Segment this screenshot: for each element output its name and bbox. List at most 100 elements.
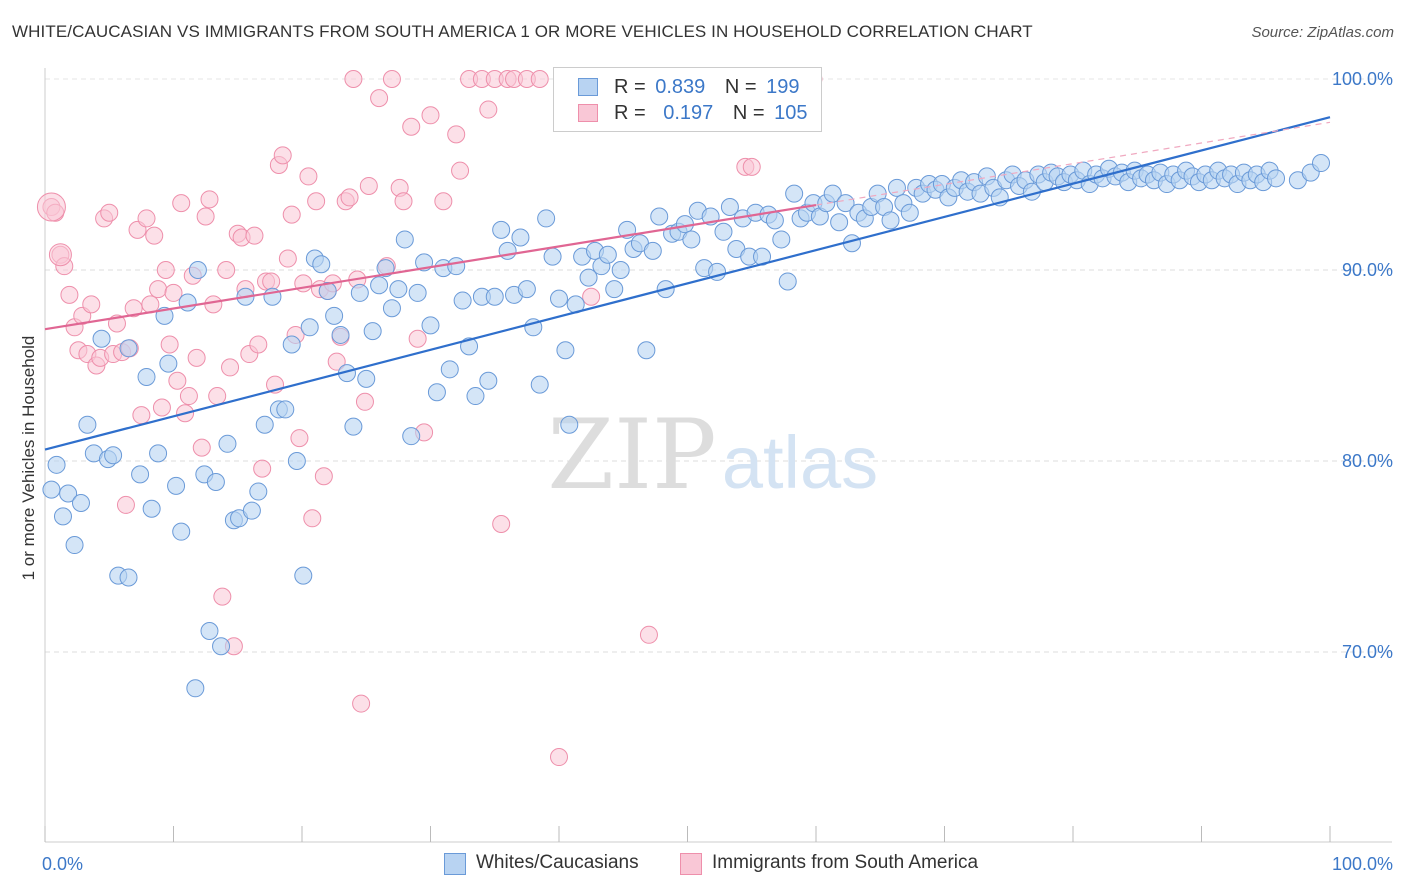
immigrants-point: [204, 295, 223, 314]
whites-point: [830, 213, 849, 232]
immigrants-point: [451, 161, 470, 180]
whites-point: [550, 289, 568, 308]
whites-point: [325, 306, 344, 325]
immigrants-point: [303, 509, 322, 528]
immigrants-point: [116, 495, 135, 514]
watermark-zip: ZIP: [547, 399, 716, 511]
whites-point: [200, 621, 219, 640]
whites-point: [218, 434, 237, 453]
immigrants-trend-extension: [815, 121, 1331, 206]
y-tick-label: 100.0%: [1332, 69, 1393, 89]
whites-point: [178, 293, 197, 312]
whites-point: [131, 465, 150, 484]
whites-point: [344, 417, 363, 436]
whites-point: [331, 325, 350, 344]
legend-r-value: 0.197: [663, 102, 714, 124]
legend-r-label: R =: [614, 76, 646, 98]
immigrants-point: [208, 387, 227, 406]
whites-point: [186, 679, 205, 698]
whites-point: [900, 203, 919, 222]
immigrants-point: [164, 283, 183, 302]
whites-point: [560, 415, 579, 434]
whites-point: [159, 354, 178, 373]
whites-point: [282, 335, 301, 354]
whites-point: [119, 339, 138, 358]
legend-n-value: 199: [766, 76, 800, 98]
immigrants-point: [394, 192, 413, 211]
whites-point: [249, 482, 268, 501]
whites-point: [71, 494, 90, 513]
whites-point: [172, 522, 191, 541]
trend-lines: [44, 116, 1331, 451]
y-tick-label: 90.0%: [1342, 260, 1393, 280]
x-tick-label-max: 100.0%: [1332, 854, 1393, 874]
immigrants-point: [60, 285, 79, 304]
whites-point: [530, 375, 549, 394]
immigrants-point: [221, 358, 240, 377]
immigrants-point: [137, 209, 156, 228]
immigrants-point: [217, 261, 236, 279]
whites-point: [460, 337, 479, 356]
immigrants-point: [172, 194, 191, 213]
whites-point: [78, 415, 97, 434]
whites-point: [498, 241, 517, 260]
immigrants-point: [200, 190, 219, 209]
whites-point: [242, 501, 261, 520]
whites-point: [104, 446, 123, 465]
whites-point: [294, 566, 313, 585]
whites-point: [440, 360, 459, 379]
immigrants-point: [160, 335, 179, 354]
immigrants-point: [262, 272, 281, 291]
immigrants-point: [344, 70, 363, 88]
immigrants-point: [447, 125, 466, 144]
legend-swatch-immigrants: [578, 104, 598, 122]
whites-trend-line: [44, 116, 1331, 451]
immigrants-point: [179, 387, 198, 406]
whites-point: [92, 329, 111, 348]
whites-point: [402, 427, 421, 446]
whites-point: [363, 322, 382, 341]
whites-point: [142, 499, 161, 518]
immigrants-point: [253, 459, 272, 478]
immigrants-point: [479, 100, 498, 119]
legend-n-label: N =: [724, 76, 757, 98]
whites-point: [485, 287, 504, 306]
whites-point: [1267, 169, 1286, 188]
whites-point: [376, 259, 395, 278]
immigrants-point: [196, 207, 215, 226]
axis-labels: 70.0% 80.0% 90.0% 100.0% 0.0% 100.0% 1 or more…: [19, 69, 1393, 874]
whites-point: [65, 536, 84, 555]
whites-point: [300, 318, 319, 337]
whites-point: [427, 383, 446, 402]
whites-point: [318, 282, 337, 301]
whites-point: [881, 211, 900, 230]
watermark: ZIP atlas: [547, 399, 878, 511]
whites-point: [650, 207, 669, 226]
whites-point: [517, 280, 536, 299]
immigrants-point: [187, 348, 206, 367]
immigrants-point: [434, 192, 453, 211]
watermark-atlas: atlas: [722, 421, 878, 504]
whites-point: [421, 316, 440, 335]
whites-point: [466, 387, 485, 406]
whites-point: [611, 261, 630, 279]
immigrants-point: [156, 261, 175, 279]
immigrants-point: [307, 192, 326, 211]
immigrants-point: [278, 249, 297, 268]
immigrants-trend-line: [44, 203, 817, 331]
whites-point: [167, 476, 186, 495]
immigrants-point: [192, 438, 211, 457]
whites-point: [479, 371, 498, 390]
whites-point: [137, 367, 156, 386]
whites-point: [370, 276, 389, 295]
whites-point: [720, 197, 739, 216]
immigrants-point: [132, 406, 151, 425]
whites-point: [53, 507, 72, 526]
y-tick-label: 80.0%: [1342, 451, 1393, 471]
whites-point: [887, 178, 906, 197]
whites-point: [836, 194, 855, 213]
immigrants-point: [408, 329, 427, 348]
bottom-legend-swatch-immigrants: [680, 853, 702, 875]
immigrants-point: [639, 625, 658, 644]
